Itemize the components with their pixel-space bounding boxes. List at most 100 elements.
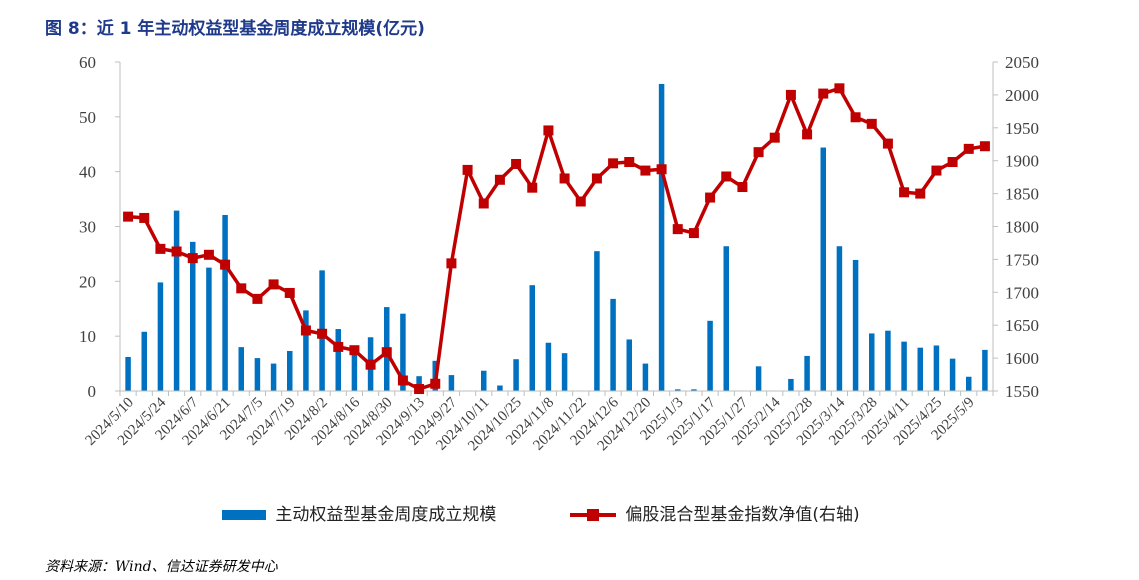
bar [642, 363, 649, 391]
line-point [624, 157, 635, 168]
line-point [591, 173, 602, 184]
bar-series [125, 83, 988, 391]
line-point [721, 171, 732, 182]
y-right-tick-label: 1700 [1005, 283, 1039, 302]
line-point [478, 198, 489, 209]
legend-bar-label: 主动权益型基金周度成立规模 [275, 505, 497, 525]
bar [610, 298, 616, 391]
line-point [220, 259, 231, 270]
bar [303, 310, 309, 391]
y-left-tick-label: 40 [79, 163, 96, 182]
y-left-tick-label: 30 [79, 218, 96, 237]
bar [513, 359, 519, 391]
line-point [705, 192, 716, 203]
bar [190, 241, 196, 391]
line-point [882, 138, 893, 149]
y-right-tick-label: 1600 [1005, 349, 1039, 368]
bar [416, 376, 422, 391]
line-point [381, 347, 392, 358]
bar [836, 246, 843, 391]
bar [222, 214, 228, 391]
bar [626, 339, 632, 391]
line-point [656, 164, 667, 175]
legend-bar-swatch [222, 510, 266, 520]
line-point [527, 182, 538, 193]
line-point [317, 328, 328, 339]
line-point [494, 174, 505, 185]
y-right-tick-label: 1650 [1005, 316, 1039, 335]
axes [115, 61, 998, 396]
line-point [333, 341, 344, 352]
line-point [414, 384, 425, 395]
bar [885, 330, 891, 391]
bar [400, 313, 406, 391]
line-point [187, 253, 198, 264]
bar [448, 375, 455, 391]
bar [545, 342, 552, 391]
legend-line-label: 偏股混合型基金指数净值(右轴) [625, 505, 860, 525]
line-point [349, 345, 360, 356]
line-point [672, 224, 683, 235]
line-point [575, 196, 586, 207]
line-point [947, 157, 958, 168]
bar [852, 259, 859, 391]
bar [481, 370, 487, 391]
line-point [139, 212, 150, 223]
y-right-tick-label: 2050 [1005, 53, 1039, 72]
line-point [640, 165, 651, 176]
line-point [915, 188, 926, 199]
y-right-tick-label: 1800 [1005, 218, 1039, 237]
bar [254, 358, 261, 391]
line-point [430, 378, 441, 389]
line-point [365, 359, 376, 370]
line-series [123, 83, 990, 395]
line-point [850, 112, 861, 123]
bar [788, 378, 794, 391]
line-point [931, 165, 942, 176]
chart-title: 图 8：近 1 年主动权益型基金周度成立规模(亿元) [45, 19, 425, 39]
bar [335, 329, 341, 391]
line-point [559, 173, 570, 184]
bar [723, 246, 729, 391]
bar [351, 349, 358, 391]
bar [917, 347, 923, 391]
line-point [511, 158, 522, 169]
bar [901, 341, 907, 391]
bar [658, 83, 665, 391]
legend-item-line: 偏股混合型基金指数净值(右轴) [570, 500, 860, 525]
bar [933, 345, 940, 391]
line-point [802, 129, 813, 140]
y-left-tick-label: 20 [79, 272, 96, 291]
line-point [155, 243, 166, 254]
line-point [446, 258, 457, 269]
line-point [171, 246, 182, 257]
legend-line-swatch [570, 508, 616, 522]
y-right-tick-label: 1850 [1005, 185, 1039, 204]
bar [707, 320, 713, 391]
line-point [236, 283, 247, 294]
bar [238, 347, 244, 391]
bar [125, 357, 131, 391]
line-point [123, 211, 134, 222]
line-point [769, 132, 780, 143]
line-point [252, 293, 263, 304]
bar [691, 389, 697, 391]
line-point [785, 89, 796, 100]
bar [820, 147, 826, 391]
line-point [753, 147, 764, 158]
line-point [462, 164, 473, 175]
bar [173, 210, 180, 391]
y-right-tick-label: 1750 [1005, 250, 1039, 269]
legend-item-bar: 主动权益型基金周度成立规模 [222, 500, 496, 525]
bar [949, 358, 956, 391]
bar [594, 251, 600, 391]
bar [157, 282, 164, 391]
line-point [543, 125, 554, 136]
y-right-tick-label: 1950 [1005, 119, 1039, 138]
bar [982, 349, 988, 391]
bar [270, 363, 277, 391]
line-point [963, 143, 974, 154]
line-point [834, 83, 845, 94]
bar [966, 376, 972, 391]
